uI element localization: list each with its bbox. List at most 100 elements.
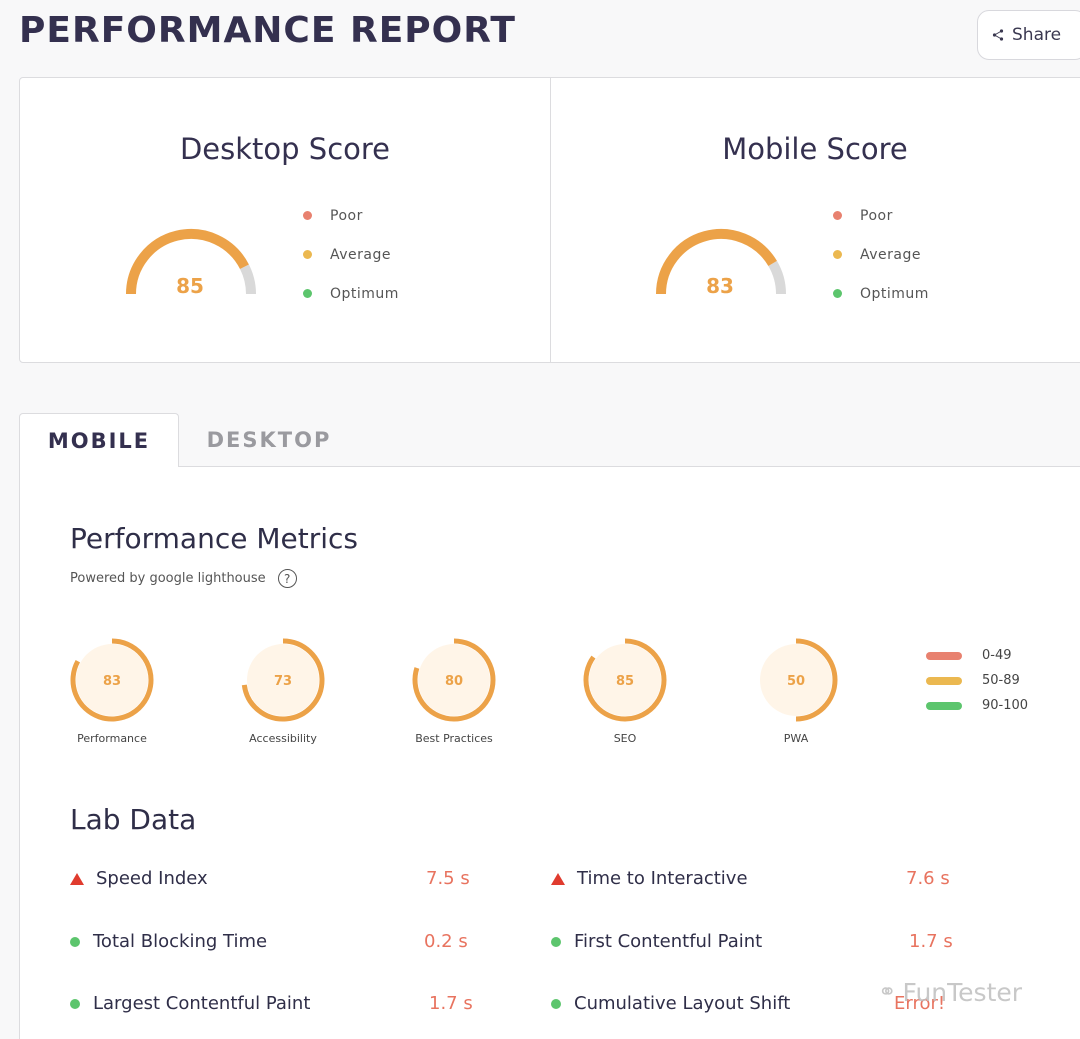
legend-poor: Poor bbox=[303, 196, 399, 235]
legend-average-label: Average bbox=[330, 246, 391, 263]
mobile-score-legend: Poor Average Optimum bbox=[833, 196, 929, 313]
poor-dot bbox=[833, 211, 842, 220]
share-icon bbox=[992, 29, 1004, 41]
lab-row-largest-contentful-paint: Largest Contentful Paint bbox=[70, 993, 310, 1014]
mobile-score-title: Mobile Score bbox=[722, 132, 908, 166]
performance-ring: 83 bbox=[70, 638, 154, 722]
metric-performance: 83 Performance bbox=[52, 637, 172, 745]
range-optimum: 90-100 bbox=[926, 693, 1028, 718]
pass-dot-icon bbox=[551, 936, 561, 947]
wechat-icon: ⚭ bbox=[878, 980, 897, 1005]
lab-row-time-to-interactive: Time to Interactive bbox=[551, 868, 748, 889]
pass-dot-icon bbox=[70, 998, 80, 1009]
seo-score: 85 bbox=[616, 674, 634, 689]
desktop-score-panel: Desktop Score 85 Poor Average Optimum bbox=[20, 78, 550, 362]
desktop-score-legend: Poor Average Optimum bbox=[303, 196, 399, 313]
range-optimum-bar bbox=[926, 701, 962, 710]
seo-ring: 85 bbox=[583, 638, 667, 722]
tab-content: Performance Metrics Powered by google li… bbox=[19, 467, 1080, 1039]
lab-label: First Contentful Paint bbox=[574, 931, 763, 952]
legend-average-label: Average bbox=[860, 246, 921, 263]
tab-mobile[interactable]: MOBILE bbox=[19, 413, 179, 467]
help-icon[interactable]: ? bbox=[277, 569, 297, 588]
lab-value-first-contentful-paint: 1.7 s bbox=[909, 931, 953, 952]
performance-metrics-title: Performance Metrics bbox=[70, 522, 358, 555]
metric-pwa: 50 PWA bbox=[736, 637, 856, 745]
lab-data-title: Lab Data bbox=[70, 803, 197, 836]
legend-optimum: Optimum bbox=[303, 274, 399, 313]
pwa-label: PWA bbox=[783, 732, 809, 745]
desktop-score-value: 85 bbox=[176, 274, 204, 298]
warning-triangle-icon bbox=[70, 872, 84, 885]
accessibility-label: Accessibility bbox=[249, 732, 317, 745]
metric-seo: 85 SEO bbox=[565, 637, 685, 745]
lab-label: Time to Interactive bbox=[577, 868, 748, 889]
lab-value-largest-contentful-paint: 1.7 s bbox=[429, 993, 473, 1014]
pwa-ring: 50 bbox=[760, 638, 838, 722]
poor-dot bbox=[303, 211, 312, 220]
metric-best-practices: 80 Best Practices bbox=[394, 637, 514, 745]
lab-label: Total Blocking Time bbox=[93, 931, 268, 952]
performance-label: Performance bbox=[77, 732, 147, 745]
best-practices-score: 80 bbox=[445, 674, 463, 689]
share-button[interactable]: Share bbox=[977, 10, 1080, 60]
watermark: ⚭ FunTester bbox=[878, 978, 1022, 1007]
legend-poor-label: Poor bbox=[330, 207, 363, 224]
range-optimum-label: 90-100 bbox=[982, 698, 1029, 713]
score-divider bbox=[550, 78, 551, 362]
best-practices-ring: 80 bbox=[412, 638, 496, 722]
average-dot bbox=[833, 250, 842, 259]
lab-value-speed-index: 7.5 s bbox=[426, 868, 470, 889]
mobile-score-value: 83 bbox=[706, 274, 734, 298]
lab-value-total-blocking-time: 0.2 s bbox=[424, 931, 468, 952]
score-card: Desktop Score 85 Poor Average Optimum Mo… bbox=[19, 77, 1080, 363]
pwa-score: 50 bbox=[787, 674, 805, 689]
legend-average: Average bbox=[303, 235, 399, 274]
legend-optimum-label: Optimum bbox=[860, 285, 929, 302]
lab-value-cumulative-layout-shift: Error! bbox=[894, 993, 946, 1014]
lab-value-time-to-interactive: 7.6 s bbox=[906, 868, 950, 889]
best-practices-label: Best Practices bbox=[415, 732, 493, 745]
mobile-score-gauge bbox=[656, 229, 786, 295]
range-average: 50-89 bbox=[926, 668, 1028, 693]
optimum-dot bbox=[303, 289, 312, 298]
desktop-score-gauge bbox=[126, 229, 256, 295]
optimum-dot bbox=[833, 289, 842, 298]
score-range-legend: 0-49 50-89 90-100 bbox=[926, 643, 1028, 718]
metric-accessibility: 73 Accessibility bbox=[223, 637, 343, 745]
lab-row-speed-index: Speed Index bbox=[70, 868, 208, 889]
lab-row-total-blocking-time: Total Blocking Time bbox=[70, 931, 267, 952]
range-poor-label: 0-49 bbox=[982, 648, 1012, 663]
tab-divider bbox=[19, 466, 1080, 467]
page-title: PERFORMANCE REPORT bbox=[19, 10, 516, 51]
desktop-score-title: Desktop Score bbox=[179, 132, 391, 166]
legend-poor-label: Poor bbox=[860, 207, 893, 224]
accessibility-ring: 73 bbox=[241, 638, 325, 722]
lab-label: Speed Index bbox=[96, 868, 208, 889]
watermark-text: FunTester bbox=[902, 978, 1023, 1007]
legend-optimum-label: Optimum bbox=[330, 285, 399, 302]
legend-optimum: Optimum bbox=[833, 274, 929, 313]
tab-desktop[interactable]: DESKTOP bbox=[206, 428, 332, 452]
legend-poor: Poor bbox=[833, 196, 929, 235]
accessibility-score: 73 bbox=[274, 674, 292, 689]
pass-dot-icon bbox=[70, 936, 80, 947]
pass-dot-icon bbox=[551, 998, 561, 1009]
range-average-bar bbox=[926, 676, 962, 685]
lab-label: Cumulative Layout Shift bbox=[574, 993, 791, 1014]
range-average-label: 50-89 bbox=[982, 673, 1020, 688]
average-dot bbox=[303, 250, 312, 259]
warning-triangle-icon bbox=[551, 872, 565, 885]
legend-average: Average bbox=[833, 235, 929, 274]
range-poor: 0-49 bbox=[926, 643, 1028, 668]
seo-label: SEO bbox=[613, 732, 637, 745]
lab-label: Largest Contentful Paint bbox=[93, 993, 311, 1014]
powered-by-text: Powered by google lighthouse bbox=[70, 571, 266, 586]
powered-by: Powered by google lighthouse ? bbox=[70, 569, 297, 588]
lab-row-first-contentful-paint: First Contentful Paint bbox=[551, 931, 762, 952]
range-poor-bar bbox=[926, 651, 962, 660]
performance-score: 83 bbox=[103, 674, 121, 689]
share-label: Share bbox=[1012, 25, 1062, 45]
lab-row-cumulative-layout-shift: Cumulative Layout Shift bbox=[551, 993, 790, 1014]
mobile-score-panel: Mobile Score 83 Poor Average Optimum bbox=[550, 78, 1080, 362]
